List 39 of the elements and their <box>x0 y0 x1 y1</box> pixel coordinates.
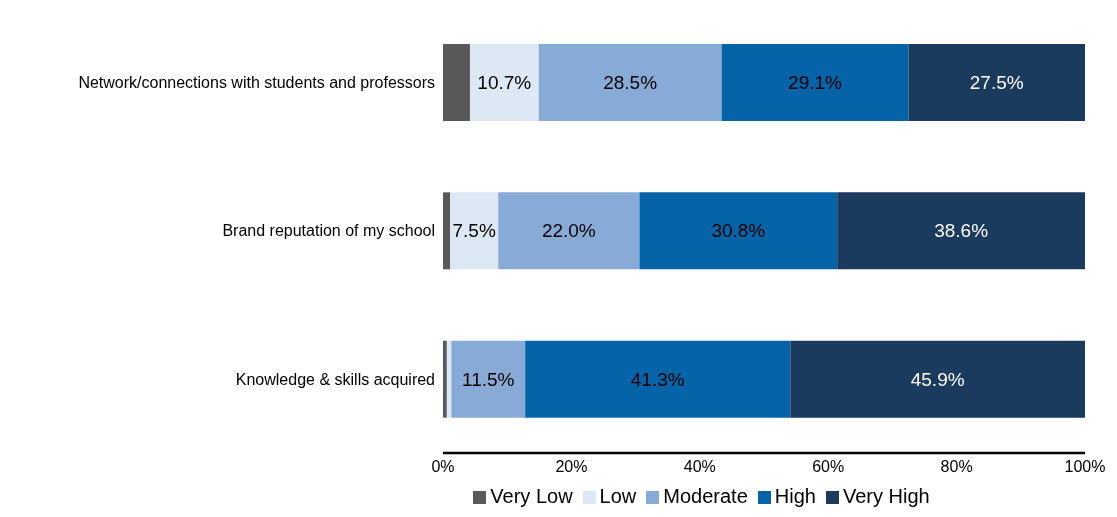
x-tick-label: 20% <box>555 458 588 476</box>
bar <box>443 340 447 418</box>
bar <box>908 44 1085 121</box>
bar <box>639 192 838 270</box>
legend-label: Very Low <box>490 485 573 507</box>
bar <box>790 340 1085 418</box>
bar <box>721 44 909 121</box>
legend-label: Moderate <box>663 485 748 507</box>
y-tick-label: Knowledge & skills acquired <box>235 370 435 388</box>
legend-label: Very High <box>842 485 930 507</box>
data-label: 27.5% <box>969 72 1024 93</box>
bar <box>469 44 539 121</box>
data-label: 45.9% <box>910 368 965 390</box>
data-label: 38.6% <box>934 220 989 242</box>
bar <box>525 340 791 418</box>
data-label: 41.3% <box>630 368 685 390</box>
x-tick-label: 100% <box>1064 458 1106 476</box>
bar <box>443 44 470 121</box>
y-tick-label: Brand reputation of my school <box>222 222 435 240</box>
bar <box>451 340 526 418</box>
bar <box>837 192 1085 270</box>
data-label: 10.7% <box>477 72 532 93</box>
x-tick-label: 60% <box>812 458 845 476</box>
legend-label: Low <box>599 485 637 507</box>
x-tick-label: 0% <box>431 458 455 476</box>
data-label: 22.0% <box>541 220 596 242</box>
bar <box>538 44 722 121</box>
legend-label: High <box>774 485 816 507</box>
x-tick-label: 80% <box>940 458 973 476</box>
data-label: 29.1% <box>788 72 843 93</box>
y-tick-label: Network/connections with students and professors <box>78 73 435 91</box>
data-label: 7.5% <box>452 220 496 242</box>
data-label: 30.8% <box>711 220 766 242</box>
bar <box>450 192 499 270</box>
x-tick-label: 40% <box>683 458 716 476</box>
bar <box>498 192 640 270</box>
data-label: 11.5% <box>462 368 515 390</box>
bar <box>443 192 451 270</box>
data-label: 28.5% <box>603 72 658 93</box>
